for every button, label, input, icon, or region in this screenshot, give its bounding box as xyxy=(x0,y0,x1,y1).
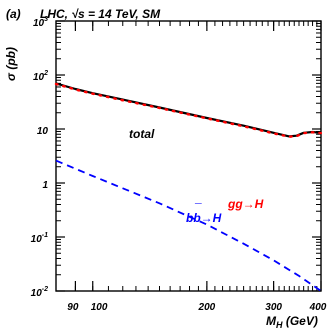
chart-title: LHC, √s = 14 TeV, SM xyxy=(40,7,161,21)
x-tick-label: 100 xyxy=(91,302,108,313)
y-tick-label: 10-1 xyxy=(31,232,48,245)
x-tick-label: 400 xyxy=(309,302,327,313)
x-tick-label: 90 xyxy=(67,302,79,313)
y-tick-label: 1 xyxy=(42,180,48,191)
total-label: total xyxy=(129,127,155,141)
y-tick-label: 102 xyxy=(33,70,48,83)
series-total-line xyxy=(55,82,322,138)
x-tick-label: 300 xyxy=(265,302,282,313)
bb-to-h-label: bb→H xyxy=(186,211,222,225)
x-axis-label: MH (GeV) xyxy=(266,314,318,330)
series-gg-line xyxy=(54,82,323,138)
bb-bar-mark: ¯ xyxy=(194,201,202,215)
y-tick-label: 10-2 xyxy=(31,286,48,299)
series-bb-line xyxy=(55,159,322,292)
y-axis-label: σ (pb) xyxy=(4,47,18,81)
y-tick-label: 10 xyxy=(37,126,49,137)
y-tick-label: 103 xyxy=(33,16,48,29)
panel-label: (a) xyxy=(6,7,21,21)
series-layer xyxy=(54,82,323,292)
plot-frame xyxy=(55,20,322,292)
axis-ticks: 10-2 10-1 1 10 102 103 90 100 200 300 400 xyxy=(31,16,327,313)
gg-to-h-label: gg→H xyxy=(227,197,264,211)
x-tick-label: 200 xyxy=(198,302,216,313)
